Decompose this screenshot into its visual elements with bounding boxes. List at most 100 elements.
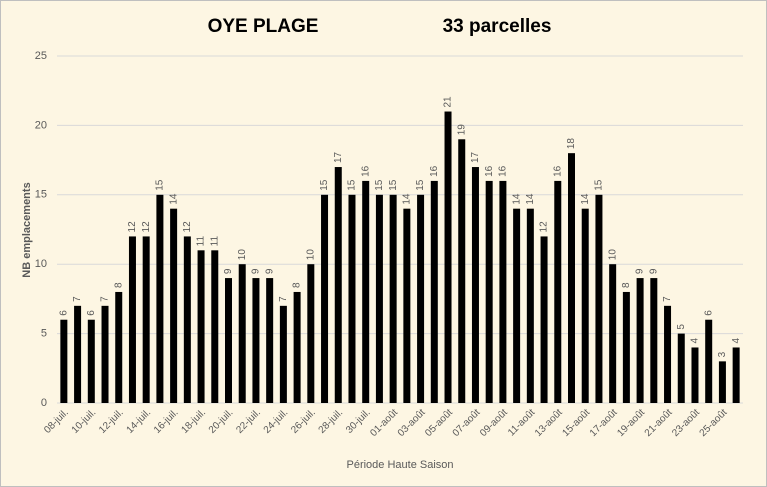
y-tick-label: 20: [35, 119, 47, 131]
bar: [568, 153, 575, 403]
data-label: 14: [511, 193, 522, 205]
bar: [540, 236, 548, 403]
data-label: 16: [484, 165, 495, 177]
bar: [430, 180, 438, 403]
x-axis-label: Période Haute Saison: [346, 459, 453, 471]
bar: [403, 208, 411, 403]
data-label: 15: [155, 179, 166, 191]
bar: [375, 194, 383, 403]
bar: [266, 278, 274, 403]
data-label: 12: [141, 221, 152, 233]
bar: [732, 347, 740, 403]
data-label: 9: [264, 268, 275, 274]
data-label: 7: [72, 296, 83, 302]
data-label: 15: [415, 179, 426, 191]
bar: [471, 167, 479, 403]
data-label: 14: [168, 193, 179, 205]
data-label: 9: [648, 268, 659, 274]
bar: [87, 319, 95, 403]
data-label: 11: [209, 236, 220, 247]
data-label: 17: [333, 151, 344, 163]
y-tick-label: 25: [35, 50, 47, 62]
data-label: 16: [498, 165, 509, 177]
y-tick-label: 0: [41, 397, 47, 409]
bar: [705, 319, 713, 403]
data-label: 16: [552, 165, 563, 177]
data-label: 12: [539, 221, 550, 233]
bar: [718, 361, 726, 403]
data-label: 15: [374, 179, 385, 191]
bar: [183, 236, 191, 403]
data-label: 15: [594, 179, 605, 191]
bar: [554, 180, 562, 403]
bar: [225, 278, 232, 403]
bar: [60, 319, 68, 403]
bar: [622, 291, 630, 403]
data-label: 8: [621, 282, 632, 288]
data-label: 14: [402, 193, 413, 205]
bar: [142, 236, 150, 403]
chart-subtitle: 33 parcelles: [443, 16, 552, 37]
bar: [74, 305, 82, 403]
data-label: 7: [662, 296, 673, 302]
y-axis-label: NB emplacements: [21, 182, 33, 277]
data-label: 6: [59, 310, 70, 316]
data-label: 10: [607, 249, 618, 261]
data-label: 9: [223, 268, 234, 274]
data-label: 19: [456, 124, 467, 136]
data-label: 7: [278, 296, 289, 302]
bar: [664, 305, 672, 403]
bar: [513, 208, 521, 403]
bar: [321, 194, 329, 403]
data-label: 5: [676, 324, 687, 330]
bar: [156, 194, 164, 403]
bar: [211, 250, 219, 403]
data-label: 14: [580, 193, 591, 205]
bar: [526, 208, 534, 403]
bar: [197, 250, 205, 403]
bar: [252, 278, 260, 403]
y-tick-label: 5: [41, 328, 47, 340]
data-label: 10: [305, 249, 316, 261]
bar: [417, 194, 425, 403]
data-label: 4: [690, 337, 701, 343]
bar: [636, 278, 644, 403]
bar: [444, 111, 452, 404]
bar: [485, 180, 493, 403]
bar: [101, 305, 109, 403]
data-label: 12: [182, 221, 193, 233]
data-label: 15: [347, 179, 358, 191]
bar: [293, 291, 301, 403]
data-label: 8: [292, 282, 303, 288]
bar: [348, 194, 356, 403]
bar: [362, 180, 370, 403]
bar: [389, 194, 397, 403]
data-label: 18: [566, 138, 577, 150]
bar: [279, 305, 287, 403]
bar: [677, 333, 685, 403]
data-label: 11: [196, 236, 207, 247]
data-label: 10: [237, 249, 248, 261]
data-label: 15: [388, 179, 399, 191]
bar: [650, 278, 658, 403]
bar: [238, 264, 246, 403]
data-label: 14: [525, 193, 536, 205]
bar: [609, 264, 617, 403]
data-label: 21: [443, 96, 454, 108]
data-label: 16: [360, 165, 371, 177]
chart-title: OYE PLAGE: [208, 16, 319, 37]
bar: [170, 208, 178, 403]
bar: [581, 208, 589, 403]
bar: [691, 347, 699, 403]
y-tick-label: 15: [35, 189, 47, 201]
data-label: 4: [731, 337, 742, 343]
bar: [458, 139, 466, 403]
data-label: 15: [319, 179, 330, 191]
bar: [115, 291, 123, 403]
data-label: 6: [86, 310, 97, 316]
bar: [595, 194, 603, 403]
data-label: 12: [127, 221, 138, 233]
data-label: 8: [113, 282, 124, 288]
